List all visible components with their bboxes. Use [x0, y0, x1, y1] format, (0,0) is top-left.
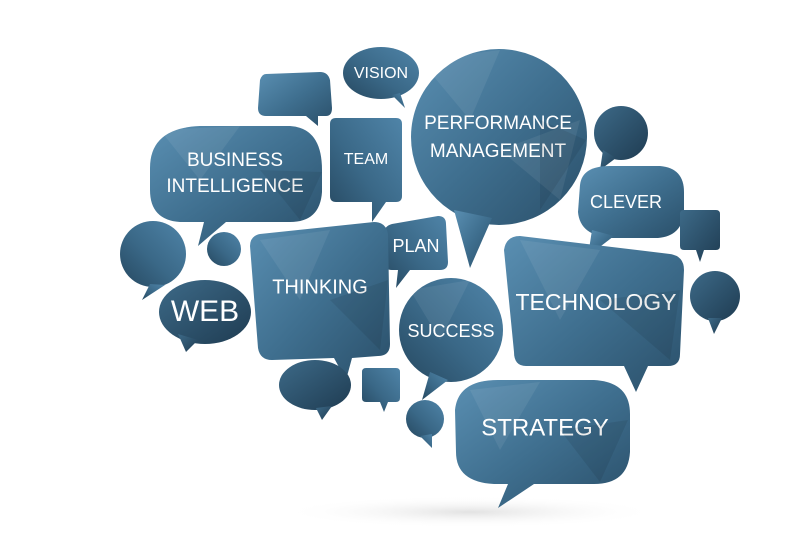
- facet-overlay: [160, 50, 600, 450]
- bubble-technology: TECHNOLOGY: [504, 236, 684, 392]
- small-bubble-bottom-left: [279, 360, 351, 420]
- bubble-thinking: THINKING: [250, 222, 390, 380]
- bubble-vision: VISION: [343, 47, 419, 108]
- bubble-web: WEB: [159, 280, 251, 352]
- word-team: TEAM: [344, 151, 388, 168]
- small-square-bubble-bottom: [362, 368, 400, 412]
- bubble-business-intelligence: BUSINESS INTELLIGENCE: [150, 126, 322, 246]
- small-bubble-top-right: [594, 106, 648, 170]
- bubble-plan: PLAN: [384, 216, 448, 288]
- word-web: WEB: [171, 295, 239, 328]
- word-plan: PLAN: [392, 236, 439, 256]
- tiny-bubble: [207, 232, 241, 266]
- bubble-clever: CLEVER: [578, 166, 684, 256]
- word-strategy: STRATEGY: [481, 414, 609, 441]
- word-thinking: THINKING: [272, 276, 368, 298]
- tiny-bubble-bottom: [406, 400, 444, 448]
- word-clever: CLEVER: [590, 192, 662, 212]
- word-technology: TECHNOLOGY: [515, 289, 676, 315]
- small-square-bubble-right: [680, 210, 720, 262]
- small-bubble-left: [120, 221, 186, 300]
- word-management: MANAGEMENT: [430, 141, 567, 162]
- word-business: BUSINESS: [187, 150, 283, 171]
- ground-shadow: [280, 496, 660, 528]
- word-vision: VISION: [354, 65, 408, 82]
- bubble-team: TEAM: [330, 118, 402, 222]
- bubble-success: SUCCESS: [399, 278, 503, 400]
- word-success: SUCCESS: [407, 321, 494, 341]
- word-performance: PERFORMANCE: [424, 113, 572, 134]
- bubble-strategy: STRATEGY: [455, 380, 630, 508]
- word-intelligence: INTELLIGENCE: [166, 176, 303, 197]
- facet-shade: [260, 120, 680, 482]
- bubble-performance-management: PERFORMANCE MANAGEMENT: [411, 49, 587, 268]
- small-bubble: [258, 72, 332, 126]
- small-bubble-right: [690, 271, 740, 334]
